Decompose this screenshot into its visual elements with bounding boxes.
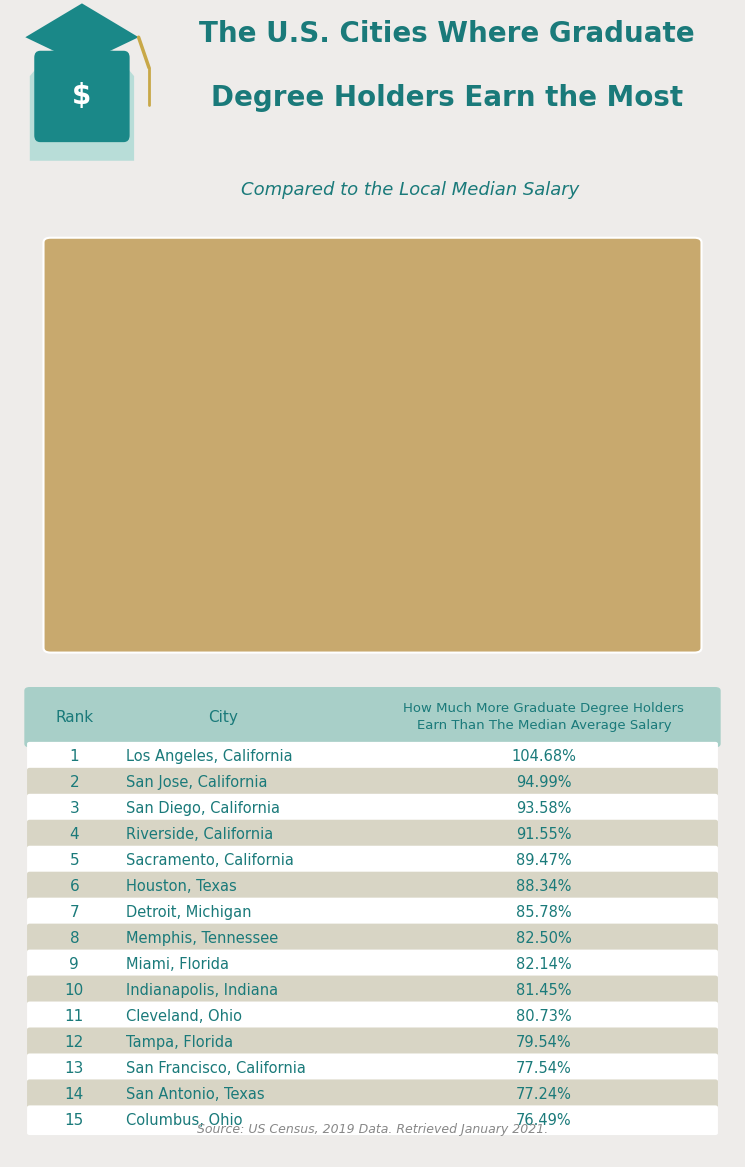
Text: Memphis, Tennessee: Memphis, Tennessee xyxy=(126,931,278,946)
Text: Compared to the Local Median Salary: Compared to the Local Median Salary xyxy=(241,181,579,198)
Text: 14: 14 xyxy=(65,1086,84,1102)
FancyBboxPatch shape xyxy=(27,768,718,797)
Text: Indianapolis, Indiana: Indianapolis, Indiana xyxy=(126,983,278,998)
Text: 85.78%: 85.78% xyxy=(516,904,571,920)
Text: 89.47%: 89.47% xyxy=(516,853,571,868)
Text: San Antonio, Texas: San Antonio, Texas xyxy=(126,1086,264,1102)
Text: 104.68%: 104.68% xyxy=(511,749,577,764)
Text: 77.24%: 77.24% xyxy=(516,1086,572,1102)
Text: Rank: Rank xyxy=(55,710,93,725)
Text: 12: 12 xyxy=(65,1035,84,1050)
FancyBboxPatch shape xyxy=(27,923,718,953)
Text: 7: 7 xyxy=(69,904,79,920)
Text: Miami, Florida: Miami, Florida xyxy=(126,957,229,972)
FancyBboxPatch shape xyxy=(27,872,718,901)
Text: How Much More Graduate Degree Holders
Earn Than The Median Average Salary: How Much More Graduate Degree Holders Ea… xyxy=(403,703,685,732)
Text: San Jose, California: San Jose, California xyxy=(126,775,267,790)
FancyBboxPatch shape xyxy=(34,50,130,142)
Text: 3: 3 xyxy=(69,801,79,816)
Text: 4: 4 xyxy=(69,827,79,843)
Text: Los Angeles, California: Los Angeles, California xyxy=(126,749,292,764)
FancyBboxPatch shape xyxy=(27,950,718,979)
Polygon shape xyxy=(25,4,139,64)
Text: 77.54%: 77.54% xyxy=(516,1061,571,1076)
Text: 88.34%: 88.34% xyxy=(516,879,571,894)
FancyBboxPatch shape xyxy=(27,976,718,1005)
Text: 9: 9 xyxy=(69,957,79,972)
FancyBboxPatch shape xyxy=(27,1079,718,1109)
Text: City: City xyxy=(208,710,238,725)
FancyBboxPatch shape xyxy=(27,1054,718,1083)
FancyBboxPatch shape xyxy=(25,687,720,747)
Text: Detroit, Michigan: Detroit, Michigan xyxy=(126,904,251,920)
FancyBboxPatch shape xyxy=(27,794,718,824)
Text: San Diego, California: San Diego, California xyxy=(126,801,280,816)
FancyBboxPatch shape xyxy=(27,846,718,875)
Text: 79.54%: 79.54% xyxy=(516,1035,571,1050)
Text: 80.73%: 80.73% xyxy=(516,1008,571,1023)
Text: 93.58%: 93.58% xyxy=(516,801,571,816)
Text: Source: US Census, 2019 Data. Retrieved January 2021.: Source: US Census, 2019 Data. Retrieved … xyxy=(197,1123,548,1135)
FancyBboxPatch shape xyxy=(43,238,702,652)
Text: 11: 11 xyxy=(65,1008,84,1023)
Text: Columbus, Ohio: Columbus, Ohio xyxy=(126,1112,242,1127)
Text: The U.S. Cities Where Graduate: The U.S. Cities Where Graduate xyxy=(199,20,695,48)
Text: 5: 5 xyxy=(69,853,79,868)
Polygon shape xyxy=(30,14,134,161)
Text: Degree Holders Earn the Most: Degree Holders Earn the Most xyxy=(211,84,683,112)
Text: San Francisco, California: San Francisco, California xyxy=(126,1061,305,1076)
Text: 2: 2 xyxy=(69,775,79,790)
Text: 13: 13 xyxy=(65,1061,84,1076)
Text: 81.45%: 81.45% xyxy=(516,983,571,998)
Text: Houston, Texas: Houston, Texas xyxy=(126,879,236,894)
Text: Tampa, Florida: Tampa, Florida xyxy=(126,1035,233,1050)
Text: 1: 1 xyxy=(69,749,79,764)
FancyBboxPatch shape xyxy=(27,742,718,771)
FancyBboxPatch shape xyxy=(27,897,718,928)
Text: 82.14%: 82.14% xyxy=(516,957,571,972)
FancyBboxPatch shape xyxy=(27,819,718,850)
Text: 6: 6 xyxy=(69,879,79,894)
Text: 8: 8 xyxy=(69,931,79,946)
Text: 10: 10 xyxy=(65,983,84,998)
FancyBboxPatch shape xyxy=(27,1001,718,1032)
Text: Riverside, California: Riverside, California xyxy=(126,827,273,843)
FancyBboxPatch shape xyxy=(27,1027,718,1057)
Text: 15: 15 xyxy=(65,1112,84,1127)
Text: Sacramento, California: Sacramento, California xyxy=(126,853,294,868)
Text: 76.49%: 76.49% xyxy=(516,1112,571,1127)
Text: Cleveland, Ohio: Cleveland, Ohio xyxy=(126,1008,242,1023)
Text: 82.50%: 82.50% xyxy=(516,931,571,946)
Text: 91.55%: 91.55% xyxy=(516,827,571,843)
Text: $: $ xyxy=(72,83,92,111)
Text: 94.99%: 94.99% xyxy=(516,775,571,790)
FancyBboxPatch shape xyxy=(27,1105,718,1135)
